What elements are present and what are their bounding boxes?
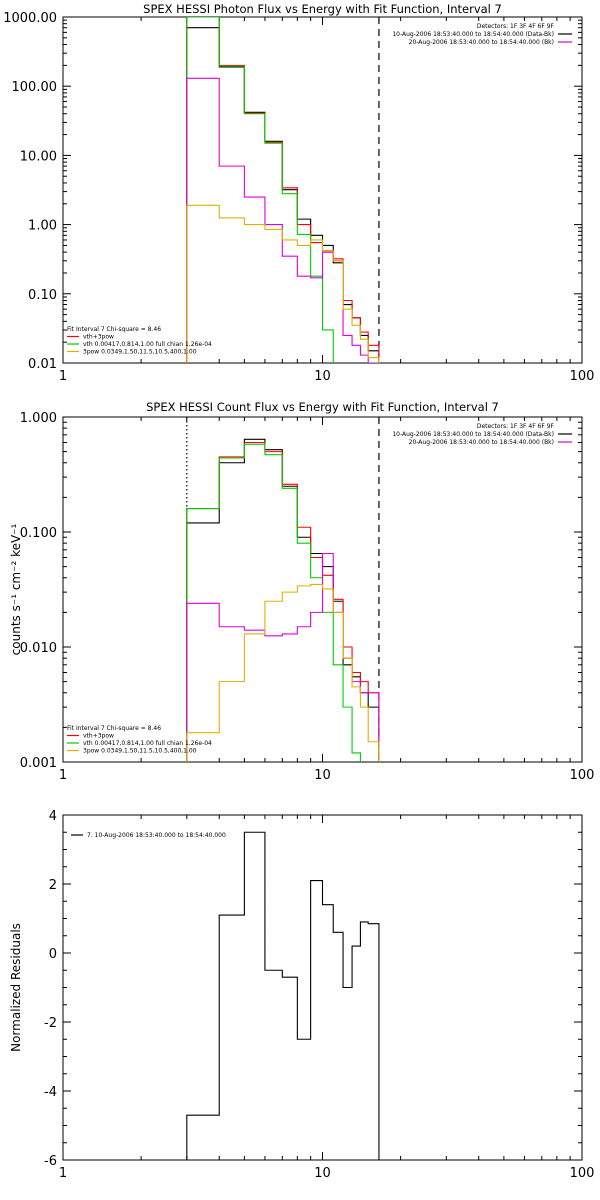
y-tick-label: 1.000	[20, 411, 57, 426]
legend-text: 20-Aug-2006 18:53:40.000 to 18:54:40.000…	[409, 439, 554, 446]
x-tick-label: 100	[570, 768, 595, 783]
y-tick-label: 0.10	[28, 288, 57, 303]
series-line-2	[186, 441, 380, 762]
y-tick-label: 0.100	[20, 526, 57, 541]
y-axis-label: counts s⁻¹ cm⁻² keV⁻¹	[9, 523, 23, 655]
legend-legend: 7. 10-Aug-2006 18:53:40.000 to 18:54:40.…	[71, 832, 226, 839]
series-line-1	[186, 831, 380, 1160]
legend-text: Detectors: 1F 3F 4F 6F 9F	[477, 423, 555, 430]
chart-panel-1: SPEX HESSI Photon Flux vs Energy with Fi…	[3, 2, 594, 384]
chart-title: SPEX HESSI Count Flux vs Energy with Fit…	[146, 400, 499, 414]
y-tick-label: -4	[44, 1085, 57, 1100]
y-tick-label: 0.001	[20, 756, 57, 771]
x-tick-label: 1	[59, 768, 67, 783]
legend-text: vth+3pow	[83, 733, 114, 740]
legend-text: 10-Aug-2006 18:53:40.000 to 18:54:40.000…	[392, 431, 554, 438]
legend-text: vth 0.00417,0.814,1.00 full chian 1.26e-…	[83, 740, 212, 747]
y-tick-label: 2	[49, 878, 57, 893]
legend-text: 3pow 0.0349,1.50,11.5,10.5,400,1.00	[83, 349, 197, 356]
legend-legend_lower: Fit Interval 7 Chi-square = 8.46vth+3pow…	[67, 326, 212, 356]
legend-legend_lower: Fit Interval 7 Chi-square = 8.46vth+3pow…	[67, 725, 212, 755]
y-tick-label: 0	[49, 947, 57, 962]
x-tick-label: 100	[570, 1166, 595, 1181]
y-tick-label: -2	[44, 1016, 57, 1031]
chart-panel-3: Normalized Residuals 1 10 100 -6 -4 -2 0 2 4 7. 10…	[9, 809, 594, 1181]
legend-text: 7. 10-Aug-2006 18:53:40.000 to 18:54:40.…	[87, 832, 226, 839]
x-tick-label: 10	[314, 369, 331, 384]
legend-text: 20-Aug-2006 18:53:40.000 to 18:54:40.000…	[409, 39, 554, 46]
legend-text: Detectors: 1F 3F 4F 6F 9F	[477, 23, 555, 30]
series-line-4	[186, 77, 379, 363]
x-tick-label: 100	[570, 369, 595, 384]
y-tick-label: 1000.00	[3, 11, 57, 26]
series-line-5	[186, 583, 380, 762]
y-tick-label: 0.010	[20, 641, 57, 656]
series-line-5	[186, 204, 380, 363]
legend-text: vth 0.00417,0.814,1.00 full chian 1.26e-…	[83, 341, 212, 348]
y-tick-label: 1.00	[28, 219, 57, 234]
y-tick-label: -6	[44, 1154, 57, 1169]
chart-title: SPEX HESSI Photon Flux vs Energy with Fi…	[143, 2, 502, 16]
series-line-1	[186, 438, 380, 762]
x-tick-label: 1	[59, 369, 67, 384]
y-axis-label: Normalized Residuals	[9, 923, 23, 1052]
legend-text: vth+3pow	[83, 334, 114, 341]
y-tick-label: 10.00	[20, 149, 57, 164]
legend-text: Fit Interval 7 Chi-square = 8.46	[67, 725, 161, 732]
series-group	[186, 438, 380, 762]
legend-text: 10-Aug-2006 18:53:40.000 to 18:54:40.000…	[392, 31, 554, 38]
series-group	[186, 831, 380, 1160]
y-tick-label: 0.01	[28, 357, 57, 372]
legend-text: 3pow 0.0349,1.50,11.5,10.5,400,1.00	[83, 748, 197, 755]
x-tick-label: 1	[59, 1166, 67, 1181]
series-group	[186, 17, 380, 363]
series-line-3	[186, 443, 380, 762]
series-line-3	[186, 17, 380, 363]
x-tick-label: 10	[314, 1166, 331, 1181]
legend-text: Fit Interval 7 Chi-square = 8.46	[67, 326, 161, 333]
chart-panel-2: SPEX HESSI Count Flux vs Energy with Fit…	[9, 400, 595, 783]
series-line-4	[186, 552, 380, 762]
plot-frame	[62, 814, 583, 1161]
y-tick-label: 100.00	[12, 80, 58, 95]
y-tick-label: 4	[49, 809, 57, 824]
x-tick-label: 10	[314, 768, 331, 783]
